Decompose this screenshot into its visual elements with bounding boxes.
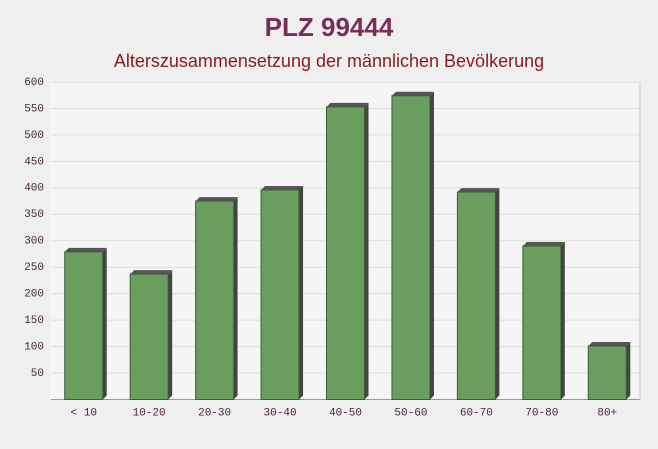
- y-tick-label: 150: [24, 315, 44, 327]
- y-tick-label: 200: [24, 289, 44, 301]
- bar-top: [457, 188, 500, 193]
- bar-side: [364, 102, 369, 400]
- x-tick-label: 20-30: [198, 407, 231, 419]
- x-tick-label: 30-40: [264, 407, 297, 419]
- chart-title: PLZ 99444: [265, 12, 394, 42]
- bar-side: [560, 242, 565, 400]
- x-tick-label: 60-70: [460, 407, 493, 419]
- bar: [391, 95, 431, 400]
- y-tick-label: 550: [24, 103, 44, 115]
- y-tick-label: 500: [24, 130, 44, 142]
- bar-side: [102, 247, 107, 400]
- bar: [456, 191, 496, 400]
- bar-top: [588, 342, 631, 347]
- bar-side: [429, 91, 434, 400]
- x-tick-label: < 10: [71, 407, 97, 419]
- bar: [129, 273, 169, 400]
- bar-side: [168, 270, 173, 400]
- bar-side: [299, 185, 304, 400]
- bar-top: [261, 185, 304, 190]
- x-tick-label: 50-60: [394, 407, 427, 419]
- x-tick-label: 40-50: [329, 407, 362, 419]
- y-tick-label: 400: [24, 183, 44, 195]
- bar-top: [64, 247, 107, 252]
- y-tick-label: 450: [24, 156, 44, 168]
- bar-side: [233, 197, 238, 400]
- bar: [260, 189, 300, 400]
- y-tick-label: 300: [24, 236, 44, 248]
- y-tick-label: 250: [24, 262, 44, 274]
- y-tick-label: 600: [24, 77, 44, 89]
- bar-top: [522, 242, 565, 247]
- x-tick-label: 10-20: [133, 407, 166, 419]
- bar-top: [195, 197, 238, 202]
- bar-top: [130, 270, 173, 275]
- bar: [587, 345, 627, 401]
- bar-side: [626, 342, 631, 400]
- bar: [326, 106, 365, 401]
- bar: [195, 200, 235, 400]
- bar-top: [391, 91, 434, 96]
- bar: [64, 251, 104, 400]
- y-tick-label: 350: [24, 209, 44, 221]
- bar-side: [495, 188, 500, 400]
- bar: [522, 245, 562, 400]
- x-tick-label: 70-80: [525, 407, 558, 419]
- chart-subtitle: Alterszusammensetzung der männlichen Bev…: [114, 51, 544, 71]
- bar-top: [326, 102, 369, 107]
- x-tick-label: 80+: [597, 407, 617, 419]
- y-tick-label: 50: [31, 368, 44, 380]
- y-tick-label: 100: [24, 341, 44, 353]
